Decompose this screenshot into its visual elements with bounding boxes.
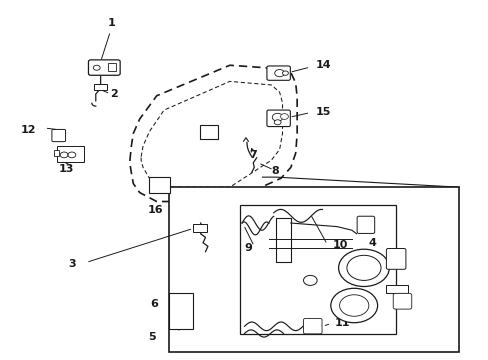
Text: 2: 2	[110, 89, 118, 99]
Circle shape	[274, 120, 281, 125]
Text: 13: 13	[59, 164, 74, 174]
FancyBboxPatch shape	[356, 216, 374, 233]
Circle shape	[68, 152, 76, 158]
Text: 1: 1	[108, 18, 116, 28]
Circle shape	[93, 65, 100, 70]
Circle shape	[338, 249, 388, 287]
Text: 16: 16	[148, 205, 163, 215]
FancyBboxPatch shape	[52, 130, 65, 141]
Text: 7: 7	[248, 150, 256, 160]
Bar	[385, 285, 407, 293]
Bar	[94, 84, 107, 90]
Bar	[54, 150, 59, 156]
FancyBboxPatch shape	[303, 319, 322, 334]
Text: 3: 3	[68, 259, 76, 269]
Circle shape	[330, 288, 377, 323]
Circle shape	[303, 275, 317, 285]
Bar	[108, 63, 116, 71]
Circle shape	[282, 71, 288, 75]
Bar	[193, 224, 206, 232]
FancyBboxPatch shape	[386, 248, 405, 269]
FancyBboxPatch shape	[392, 293, 411, 309]
Text: 5: 5	[148, 332, 155, 342]
Text: 12: 12	[20, 125, 36, 135]
Circle shape	[280, 114, 288, 120]
Bar	[168, 293, 193, 329]
Text: 11: 11	[334, 319, 349, 328]
FancyBboxPatch shape	[266, 110, 290, 127]
Bar	[199, 125, 218, 139]
Text: 10: 10	[331, 239, 347, 249]
FancyBboxPatch shape	[266, 66, 290, 80]
Bar	[168, 187, 458, 352]
Text: 8: 8	[271, 166, 279, 176]
Text: 15: 15	[315, 107, 330, 117]
Circle shape	[274, 69, 284, 77]
Circle shape	[339, 295, 368, 316]
Circle shape	[346, 255, 380, 280]
Bar	[239, 205, 395, 334]
Circle shape	[272, 113, 283, 121]
Text: 9: 9	[244, 243, 251, 253]
Text: 6: 6	[150, 299, 158, 309]
Circle shape	[60, 152, 68, 158]
FancyBboxPatch shape	[88, 60, 120, 75]
Text: 4: 4	[368, 238, 376, 248]
FancyBboxPatch shape	[57, 145, 84, 162]
Text: 14: 14	[315, 60, 330, 70]
Bar	[149, 177, 169, 193]
